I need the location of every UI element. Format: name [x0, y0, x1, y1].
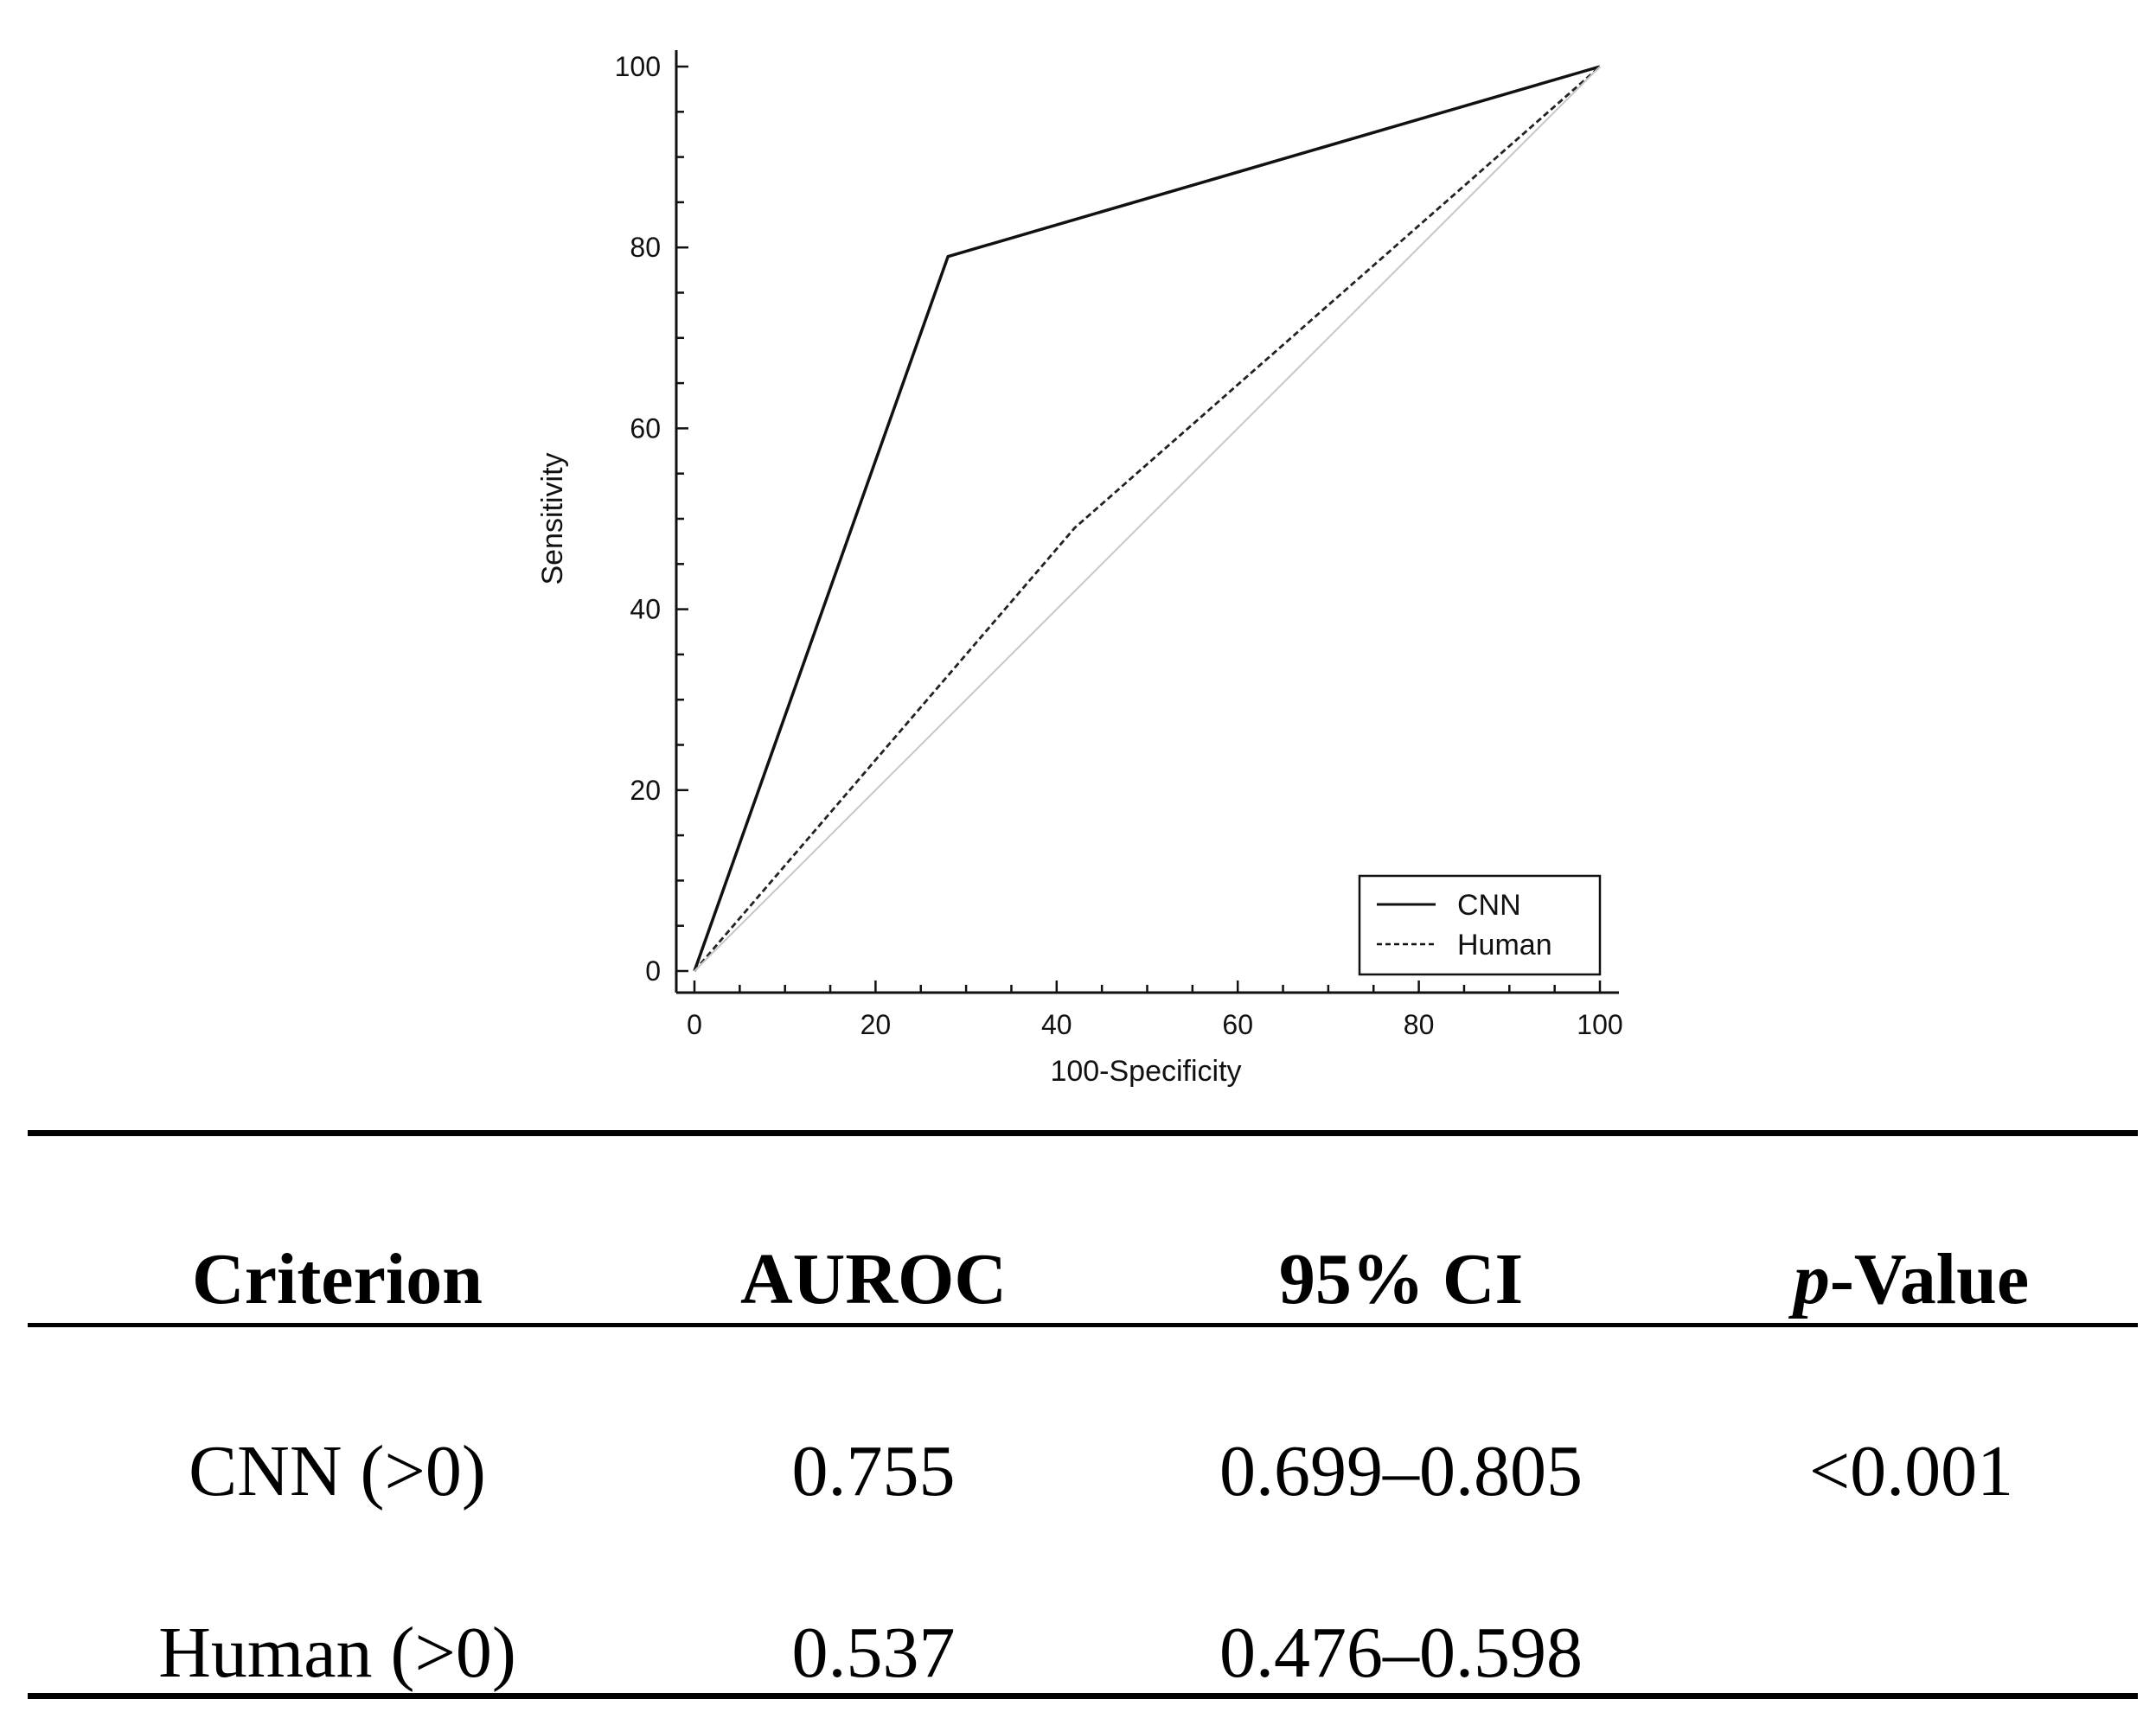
cell-cnn-ci: 0.699–0.805	[1219, 1431, 1583, 1511]
x-tick-label: 100	[1577, 1009, 1622, 1040]
cell-human-criterion: Human (>0)	[158, 1613, 516, 1693]
table-bottom-rule	[28, 1693, 2138, 1699]
cell-human-auroc: 0.537	[791, 1613, 956, 1693]
cell-cnn-auroc: 0.755	[791, 1431, 956, 1511]
y-tick-label: 40	[630, 594, 661, 625]
cell-human-ci: 0.476–0.598	[1219, 1613, 1583, 1693]
cell-cnn-p: <0.001	[1808, 1431, 2014, 1511]
y-tick-label: 20	[630, 775, 661, 806]
series-line-human	[693, 65, 1601, 972]
table-top-rule	[28, 1130, 2138, 1136]
x-tick-label: 40	[1041, 1009, 1072, 1040]
y-tick-label: 60	[630, 412, 661, 444]
series-line-cnn	[693, 65, 1601, 972]
legend-label-cnn: CNN	[1457, 889, 1521, 922]
header-p-suffix: -Value	[1829, 1239, 2030, 1319]
legend-box	[1358, 874, 1602, 976]
y-tick-label: 80	[630, 232, 661, 263]
tick-labels: 0 20 40 60 80 100 0 20 40 60 80 100	[615, 51, 1623, 1040]
x-tick-label: 80	[1404, 1009, 1435, 1040]
legend-label-human: Human	[1457, 929, 1552, 961]
x-axis-label: 100-Specificity	[1050, 1055, 1241, 1088]
ticks	[676, 65, 1602, 993]
series-line-reference	[694, 66, 1601, 972]
x-tick-label: 20	[860, 1009, 892, 1040]
header-auroc: AUROC	[740, 1239, 1007, 1319]
header-p-letter: p	[1793, 1239, 1830, 1319]
header-p-value: p-Value	[1643, 1243, 2156, 1316]
y-axis-label: Sensitivity	[536, 452, 569, 585]
axes	[675, 50, 1619, 994]
header-ci: 95% CI	[1278, 1239, 1524, 1319]
x-tick-label: 0	[687, 1009, 702, 1040]
cell-cnn-criterion: CNN (>0)	[189, 1431, 486, 1511]
table-header-rule	[28, 1323, 2138, 1327]
series	[693, 65, 1601, 972]
x-tick-label: 60	[1222, 1009, 1253, 1040]
y-tick-label: 0	[645, 955, 661, 987]
legend: CNN Human	[1358, 874, 1602, 976]
header-criterion: Criterion	[192, 1239, 483, 1319]
y-tick-label: 100	[615, 51, 661, 82]
roc-chart: 0 20 40 60 80 100 0 20 40 60 80 100 100-Specificity…	[536, 50, 1623, 1088]
